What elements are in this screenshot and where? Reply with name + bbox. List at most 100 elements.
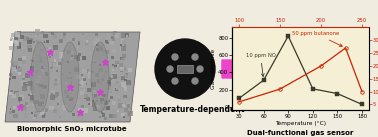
Bar bbox=[91, 60, 93, 62]
Bar bbox=[53, 51, 55, 53]
Bar bbox=[51, 90, 56, 95]
Bar bbox=[117, 96, 120, 99]
Bar bbox=[127, 102, 130, 105]
Bar bbox=[36, 29, 40, 34]
Bar bbox=[93, 103, 96, 107]
Bar bbox=[115, 61, 119, 66]
Bar bbox=[77, 114, 81, 117]
Bar bbox=[29, 66, 34, 71]
Bar bbox=[118, 98, 121, 102]
Bar bbox=[22, 56, 26, 60]
Circle shape bbox=[172, 54, 178, 60]
Bar bbox=[9, 92, 12, 95]
Bar bbox=[70, 97, 73, 101]
Bar bbox=[18, 72, 20, 75]
Bar bbox=[39, 84, 43, 87]
Bar bbox=[39, 76, 43, 80]
Bar bbox=[112, 36, 114, 39]
Bar bbox=[12, 67, 16, 71]
Bar bbox=[19, 102, 20, 103]
Bar bbox=[56, 62, 60, 66]
Bar bbox=[100, 82, 103, 85]
Bar bbox=[89, 52, 91, 55]
Bar bbox=[112, 73, 117, 78]
Bar bbox=[19, 45, 22, 48]
Bar bbox=[57, 103, 59, 105]
Bar bbox=[108, 77, 112, 80]
Bar bbox=[36, 111, 38, 113]
Bar bbox=[74, 99, 79, 104]
Bar bbox=[22, 105, 26, 109]
Bar bbox=[35, 36, 36, 37]
Bar bbox=[121, 33, 125, 38]
Bar bbox=[101, 98, 104, 101]
Bar bbox=[17, 68, 22, 72]
Bar bbox=[77, 75, 79, 78]
Bar bbox=[116, 87, 120, 90]
Bar bbox=[13, 106, 16, 109]
Bar bbox=[177, 65, 193, 73]
Bar bbox=[118, 85, 121, 89]
Bar bbox=[88, 72, 91, 75]
Bar bbox=[23, 105, 25, 107]
Bar bbox=[107, 80, 110, 84]
Bar bbox=[60, 54, 64, 58]
Bar bbox=[45, 57, 47, 59]
Bar bbox=[81, 50, 85, 54]
Bar bbox=[17, 45, 21, 49]
Bar bbox=[54, 62, 58, 65]
Bar bbox=[59, 40, 61, 42]
Bar bbox=[15, 32, 20, 37]
Bar bbox=[105, 59, 109, 63]
Bar bbox=[124, 95, 127, 98]
Bar bbox=[10, 39, 12, 41]
Bar bbox=[22, 40, 26, 43]
Bar bbox=[29, 95, 34, 100]
Bar bbox=[59, 52, 64, 57]
Bar bbox=[63, 50, 65, 52]
Bar bbox=[11, 33, 15, 37]
Bar bbox=[14, 91, 19, 96]
Bar bbox=[55, 79, 57, 81]
Bar bbox=[121, 46, 125, 51]
Bar bbox=[50, 108, 52, 110]
Bar bbox=[86, 97, 90, 101]
Bar bbox=[87, 104, 89, 106]
Bar bbox=[34, 100, 39, 104]
Bar bbox=[103, 75, 104, 77]
Bar bbox=[14, 71, 18, 74]
Bar bbox=[125, 89, 127, 91]
Bar bbox=[71, 55, 73, 57]
Bar bbox=[37, 33, 39, 35]
Bar bbox=[106, 106, 110, 110]
Bar bbox=[51, 93, 53, 95]
Bar bbox=[27, 40, 32, 44]
FancyArrow shape bbox=[222, 58, 250, 80]
Bar bbox=[9, 103, 12, 106]
Bar bbox=[43, 68, 45, 70]
Bar bbox=[40, 112, 44, 115]
Bar bbox=[53, 94, 57, 98]
Bar bbox=[116, 63, 119, 65]
Bar bbox=[50, 95, 55, 100]
Bar bbox=[32, 76, 34, 78]
Bar bbox=[109, 114, 114, 118]
Bar bbox=[88, 103, 90, 105]
Bar bbox=[115, 33, 119, 38]
Bar bbox=[9, 111, 12, 114]
Bar bbox=[69, 97, 71, 99]
Bar bbox=[42, 113, 46, 117]
Bar bbox=[11, 65, 16, 70]
Bar bbox=[60, 95, 64, 99]
Bar bbox=[31, 112, 33, 114]
Bar bbox=[102, 109, 105, 112]
Bar bbox=[117, 110, 119, 112]
Bar bbox=[36, 79, 40, 83]
Bar bbox=[79, 112, 83, 116]
Bar bbox=[73, 49, 75, 52]
Bar bbox=[15, 92, 20, 96]
Bar bbox=[33, 116, 35, 118]
Bar bbox=[119, 47, 123, 51]
Bar bbox=[62, 105, 67, 110]
Bar bbox=[30, 38, 33, 42]
